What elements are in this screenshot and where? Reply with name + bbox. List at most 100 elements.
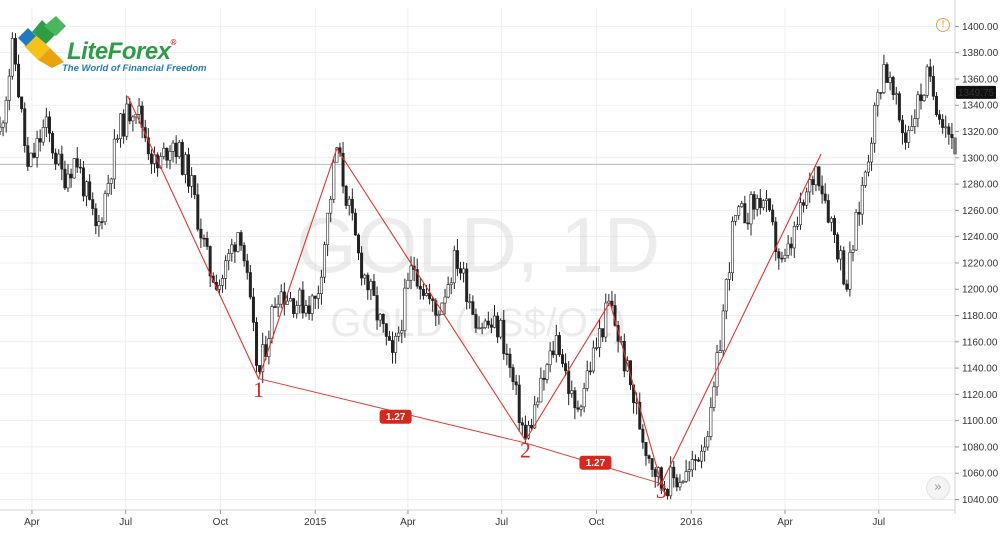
- candle-body: [576, 407, 580, 410]
- candle-body: [418, 285, 422, 290]
- candle-body: [941, 119, 945, 128]
- candle-body: [823, 193, 827, 201]
- ratio-badge-label: 1.27: [386, 412, 406, 423]
- candle-body: [47, 116, 51, 134]
- candle-body: [26, 145, 30, 167]
- logo-wordmark: LiteForex®: [67, 38, 176, 66]
- candle-body: [471, 301, 475, 315]
- candle-body: [647, 455, 651, 459]
- candle-body: [721, 310, 725, 351]
- candle-body: [295, 305, 299, 315]
- candle-body: [678, 482, 682, 488]
- candle-body: [897, 93, 901, 121]
- candle-body: [75, 158, 79, 168]
- candle-body: [474, 314, 478, 329]
- candle-body: [536, 401, 540, 406]
- candle-body: [496, 315, 500, 338]
- candle-body: [32, 152, 36, 158]
- candle-body: [23, 108, 27, 146]
- candle-body: [17, 63, 21, 98]
- candle-body: [350, 198, 354, 214]
- candle-body: [845, 283, 849, 290]
- candle-body: [205, 237, 209, 247]
- candle-body: [245, 260, 249, 273]
- candle-body: [628, 360, 632, 386]
- candle-body: [690, 459, 694, 471]
- ratio-badge: [379, 409, 412, 424]
- candle-body: [662, 488, 666, 490]
- candle-body: [743, 203, 747, 224]
- candle-body: [601, 328, 605, 338]
- candle-body: [403, 287, 407, 331]
- candle-body: [786, 243, 790, 256]
- candle-body: [208, 246, 212, 277]
- candle-body: [0, 126, 2, 132]
- candle-body: [672, 466, 676, 479]
- candle-body: [492, 315, 496, 328]
- candle-body: [369, 281, 373, 291]
- candle-body: [125, 103, 129, 137]
- candle-body: [950, 133, 954, 139]
- candle-body: [696, 459, 700, 462]
- candle-body: [332, 161, 336, 200]
- candle-body: [826, 200, 830, 223]
- candle-body: [187, 154, 191, 187]
- candle-body: [347, 198, 351, 206]
- candle-body: [734, 215, 738, 222]
- candle-body: [530, 424, 534, 429]
- candle-body: [789, 243, 793, 249]
- candle-body: [363, 274, 367, 279]
- candle-body: [539, 377, 543, 403]
- ratio-labels-group: 1.27 1.27: [379, 409, 612, 470]
- candle-body: [832, 218, 836, 236]
- candle-body: [737, 206, 741, 216]
- info-circle-icon[interactable]: !: [936, 18, 950, 32]
- candle-body: [947, 126, 951, 135]
- x-tick-label: 2015: [304, 517, 327, 528]
- y-tick-label: 1180.00: [962, 311, 998, 322]
- y-tick-label: 1380.00: [962, 48, 999, 59]
- candle-body: [279, 291, 283, 305]
- x-tick-label: 2016: [680, 517, 703, 528]
- candle-body: [891, 77, 895, 96]
- candle-body: [162, 147, 166, 157]
- candle-body: [916, 94, 920, 119]
- candle-body: [425, 292, 429, 296]
- candle-body: [78, 166, 82, 169]
- candle-body: [706, 436, 710, 448]
- candle-body: [669, 466, 673, 497]
- logo-tagline: The World of Financial Freedom: [62, 63, 207, 74]
- candle-body: [477, 327, 481, 330]
- wave-lines-group[interactable]: [127, 95, 822, 486]
- candle-body: [931, 76, 935, 97]
- candle-body: [387, 336, 391, 341]
- y-tick-label: 1360.00: [962, 74, 999, 85]
- candle-body: [777, 251, 781, 259]
- candle-body: [873, 105, 877, 144]
- candle-body: [570, 390, 574, 394]
- y-tick-label: 1220.00: [962, 258, 999, 269]
- y-tick-label: 1140.00: [962, 364, 998, 375]
- candle-body: [727, 272, 731, 280]
- candle-body: [644, 442, 648, 456]
- candle-body: [171, 142, 175, 152]
- candle-body: [879, 92, 883, 94]
- candle-body: [811, 179, 815, 186]
- candle-body: [684, 471, 688, 482]
- candle-body: [795, 224, 799, 227]
- candle-body: [199, 228, 203, 239]
- candle-body: [10, 38, 14, 77]
- candle-body: [551, 350, 555, 356]
- candle-body: [703, 446, 707, 452]
- candle-body: [746, 222, 750, 225]
- candle-body: [922, 95, 926, 101]
- candle-body: [122, 113, 126, 137]
- scroll-right-button[interactable]: »: [926, 476, 950, 500]
- zigzag-wave-line[interactable]: [127, 95, 822, 486]
- candle-body: [391, 340, 395, 353]
- x-axis: Apr Jul Oct 2015 Apr Jul Oct 2016 Apr Jul: [0, 509, 955, 528]
- candle-body: [443, 296, 447, 304]
- wave-number-label: 1: [253, 377, 264, 402]
